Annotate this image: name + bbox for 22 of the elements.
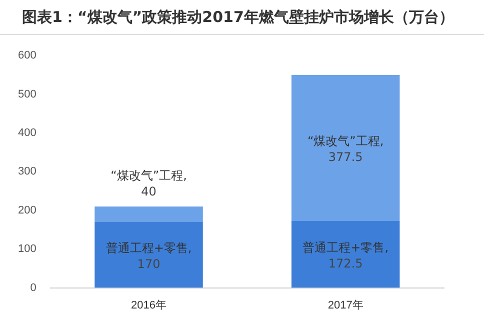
data-label: 377.5 <box>328 150 363 164</box>
x-tick-label: 2016年 <box>131 299 167 312</box>
series-label: 普通工程+零售, <box>106 240 192 255</box>
y-tick-label: 200 <box>18 204 36 216</box>
bar <box>94 206 203 222</box>
data-label: 170 <box>137 256 160 271</box>
text: 普通工程+零售, <box>302 240 389 254</box>
y-tick-label: 400 <box>18 127 36 140</box>
y-tick-label: 300 <box>18 166 36 178</box>
bar <box>291 221 400 288</box>
text: “煤改气”工程, <box>110 168 187 183</box>
bar <box>94 222 203 288</box>
y-tick-label: 500 <box>18 88 36 100</box>
y-tick-label: 100 <box>18 243 36 256</box>
y-tick-label: 600 <box>18 50 36 62</box>
data-label: 172.5 <box>328 256 363 270</box>
y-tick-label: 0 <box>30 282 36 294</box>
data-label: 40 <box>141 184 156 199</box>
bar <box>291 74 400 222</box>
x-tick-label: 2017年 <box>328 299 364 312</box>
series-label: “煤改气”工程, <box>307 134 384 148</box>
chart-title: 图表1：“煤改气”政策推动2017年燃气壁挂炉市场增长（万台） <box>0 0 484 35</box>
